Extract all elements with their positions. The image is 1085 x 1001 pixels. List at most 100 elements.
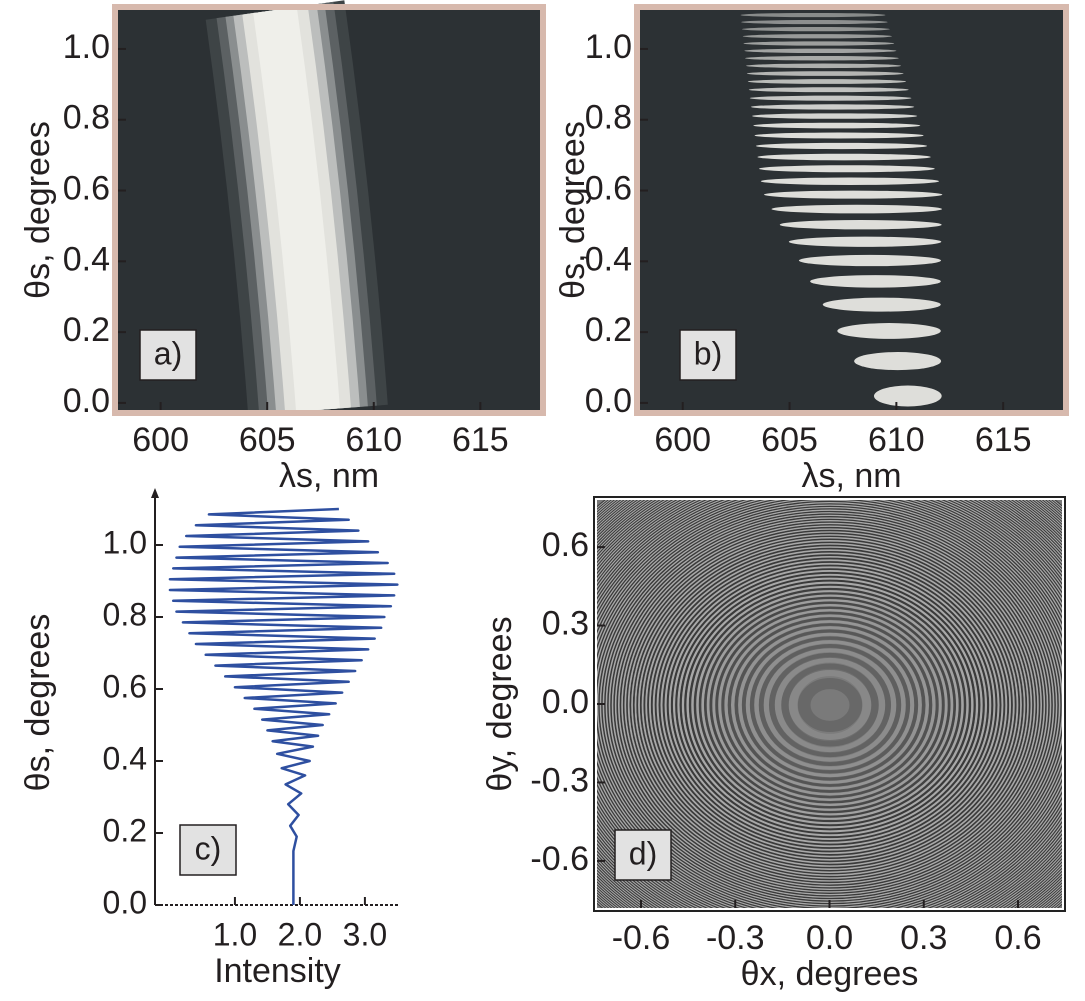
plot-frame xyxy=(112,4,546,416)
ring xyxy=(638,539,1022,871)
x-tick-label: 600 xyxy=(654,421,711,459)
ring xyxy=(754,639,906,771)
fringe xyxy=(755,142,928,150)
fringe xyxy=(798,254,942,267)
fringe xyxy=(788,236,942,247)
ring xyxy=(768,652,892,758)
panel-label-box xyxy=(614,829,672,881)
x-tick-label: 610 xyxy=(345,421,402,459)
y-tick-label: 0.6 xyxy=(63,170,110,208)
ring xyxy=(797,676,863,734)
y-tick-label: 0.2 xyxy=(63,311,110,349)
y-tick-label: 0.3 xyxy=(542,605,589,643)
ring xyxy=(622,526,1038,884)
ring xyxy=(617,522,1043,888)
y-tick-label: 0.4 xyxy=(63,240,110,278)
x-axis-title: θx, degrees xyxy=(741,955,919,993)
ring xyxy=(696,589,964,821)
ring xyxy=(658,557,1002,853)
ring xyxy=(650,550,1010,860)
fringe xyxy=(779,220,942,230)
ring xyxy=(631,533,1029,877)
y-tick-label: 0.8 xyxy=(585,99,632,137)
y-tick-label: 0.2 xyxy=(103,812,147,848)
x-tick-label: 0.0 xyxy=(806,919,853,957)
fringe xyxy=(753,122,921,129)
ring xyxy=(605,511,1055,899)
ring xyxy=(738,625,922,785)
x-tick-label: -0.6 xyxy=(612,919,671,957)
ring xyxy=(619,523,1041,887)
ring xyxy=(781,662,879,748)
ring xyxy=(632,535,1028,875)
y-tick-label: 1.0 xyxy=(103,524,147,560)
fringe xyxy=(854,352,942,371)
fringe xyxy=(742,34,892,39)
fringe xyxy=(744,48,897,53)
panel-label: b) xyxy=(694,335,722,371)
y-tick-label: 0.4 xyxy=(585,240,632,278)
x-tick-label: 2.0 xyxy=(278,916,322,952)
fringe xyxy=(746,71,904,76)
ring xyxy=(734,622,926,788)
fringe xyxy=(763,190,943,199)
fringe xyxy=(748,87,909,93)
ring xyxy=(616,521,1044,889)
ring xyxy=(643,544,1017,866)
fringe xyxy=(749,95,912,101)
ring xyxy=(715,606,945,804)
panel-label: d) xyxy=(629,835,657,871)
ring xyxy=(763,647,897,763)
ring xyxy=(610,515,1050,895)
ring xyxy=(788,668,872,742)
x-tick-label: 0.3 xyxy=(900,919,947,957)
x-tick-label: 615 xyxy=(452,421,509,459)
ring xyxy=(634,536,1026,874)
ring xyxy=(624,528,1036,882)
ring xyxy=(703,596,957,814)
fringe xyxy=(757,153,931,161)
y-tick-label: -0.6 xyxy=(530,840,589,878)
y-tick-label: 0.6 xyxy=(103,668,147,704)
y-tick-label: -0.3 xyxy=(530,761,589,799)
x-axis-title: λs, nm xyxy=(279,457,379,495)
panel-label-box xyxy=(139,329,197,381)
line xyxy=(168,507,399,905)
x-tick-label: 0.6 xyxy=(994,919,1041,957)
ring xyxy=(645,545,1015,865)
ring xyxy=(709,601,951,809)
ring xyxy=(614,519,1046,891)
y-axis-title: θs, degrees xyxy=(19,614,57,792)
ring xyxy=(629,532,1031,878)
ring xyxy=(597,500,1062,908)
ring xyxy=(636,538,1024,872)
ring xyxy=(727,616,933,794)
ring xyxy=(706,598,954,812)
ring xyxy=(672,569,988,841)
y-tick-label: 0.2 xyxy=(585,311,632,349)
ring xyxy=(718,608,942,802)
ring xyxy=(656,555,1004,855)
ring xyxy=(724,613,936,797)
band xyxy=(253,6,340,412)
fringe xyxy=(754,132,924,139)
fringe xyxy=(759,165,935,173)
x-tick-label: 605 xyxy=(761,421,818,459)
panel-label-box xyxy=(679,329,737,381)
x-tick-label: 605 xyxy=(239,421,296,459)
fringe xyxy=(740,12,886,18)
ring xyxy=(627,530,1033,880)
ring xyxy=(652,552,1008,858)
ring xyxy=(749,635,911,775)
ring xyxy=(741,628,919,782)
ring xyxy=(626,529,1034,881)
ring xyxy=(639,541,1021,869)
y-tick-label: 0.0 xyxy=(63,382,110,420)
ring xyxy=(607,513,1053,897)
fringe xyxy=(837,323,941,339)
y-tick-label: 0.4 xyxy=(103,740,147,776)
fringe xyxy=(745,63,902,69)
y-tick-label: 0.0 xyxy=(103,884,147,920)
fringe xyxy=(873,385,942,407)
